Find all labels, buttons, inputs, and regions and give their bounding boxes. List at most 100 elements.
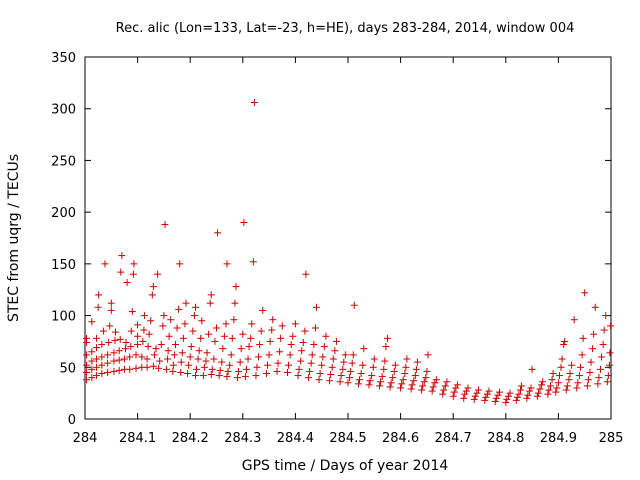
data-point xyxy=(558,355,566,363)
data-point xyxy=(590,330,598,338)
data-point xyxy=(88,357,96,365)
data-point xyxy=(266,337,274,345)
x-tick-label: 285 xyxy=(599,431,624,446)
data-point xyxy=(140,326,148,334)
data-point xyxy=(461,390,469,398)
data-point xyxy=(134,341,142,349)
data-point xyxy=(391,361,399,369)
data-point xyxy=(440,386,448,394)
data-point xyxy=(413,358,421,366)
data-point xyxy=(346,374,354,382)
data-point xyxy=(122,338,130,346)
data-point xyxy=(88,365,96,373)
data-point xyxy=(177,368,185,376)
data-point xyxy=(316,369,324,377)
data-point xyxy=(312,303,320,311)
data-point xyxy=(197,334,205,342)
data-point xyxy=(98,341,106,349)
chart-title: Rec. alic (Lon=133, Lat=-23, h=HE), days… xyxy=(116,21,575,36)
y-axis-label: STEC from uqrg / TECUs xyxy=(6,154,22,322)
data-point xyxy=(219,345,227,353)
data-point xyxy=(552,388,560,396)
data-point xyxy=(190,312,198,320)
data-point xyxy=(503,395,511,403)
data-point xyxy=(332,337,340,345)
data-point xyxy=(378,373,386,381)
data-point xyxy=(462,387,470,395)
data-point xyxy=(234,374,242,382)
data-point xyxy=(327,371,335,379)
data-point xyxy=(256,341,264,349)
data-point xyxy=(98,353,106,361)
data-point xyxy=(562,386,570,394)
data-point xyxy=(443,378,451,386)
data-point xyxy=(187,343,195,351)
data-point xyxy=(134,321,142,329)
x-tick-label: 284.8 xyxy=(487,431,524,446)
data-point xyxy=(101,260,109,268)
data-point xyxy=(360,345,368,353)
y-tick-label: 0 xyxy=(68,413,76,428)
data-point xyxy=(387,379,395,387)
data-point xyxy=(523,394,531,402)
x-tick-label: 284.4 xyxy=(277,431,314,446)
data-point xyxy=(156,357,164,365)
data-point xyxy=(127,343,135,351)
data-point xyxy=(176,260,184,268)
data-point xyxy=(291,320,299,328)
data-point xyxy=(301,327,309,335)
data-point xyxy=(513,393,521,401)
data-point xyxy=(191,372,199,380)
data-point xyxy=(528,365,536,373)
data-point xyxy=(411,372,419,380)
data-point xyxy=(402,363,410,371)
data-point xyxy=(431,379,439,387)
y-tick-label: 150 xyxy=(51,258,76,273)
data-point xyxy=(295,365,303,373)
data-point xyxy=(269,316,277,324)
data-point xyxy=(200,363,208,371)
data-point xyxy=(237,345,245,353)
data-point xyxy=(576,363,584,371)
x-tick-label: 284.3 xyxy=(224,431,261,446)
data-point xyxy=(336,378,344,386)
data-point xyxy=(117,268,125,276)
data-point xyxy=(138,353,146,361)
data-point xyxy=(347,367,355,375)
data-point xyxy=(578,351,586,359)
data-point xyxy=(107,299,115,307)
data-point xyxy=(249,258,257,266)
data-point xyxy=(88,318,96,326)
y-tick-label: 50 xyxy=(59,361,76,376)
data-point xyxy=(390,367,398,375)
data-point xyxy=(439,390,447,398)
data-point xyxy=(83,376,91,384)
data-point xyxy=(236,358,244,366)
data-point xyxy=(171,341,179,349)
data-point xyxy=(506,389,514,397)
data-point xyxy=(259,306,267,314)
data-point xyxy=(145,330,153,338)
data-point xyxy=(104,351,112,359)
data-point xyxy=(284,368,292,376)
data-point xyxy=(344,379,352,387)
data-point xyxy=(495,388,503,396)
data-point xyxy=(245,343,253,351)
y-axis: 0 50 100 150 200 250 300 350 xyxy=(51,51,611,428)
data-point xyxy=(357,369,365,377)
data-point xyxy=(132,351,140,359)
data-point xyxy=(481,396,489,404)
data-point xyxy=(306,367,314,375)
data-point xyxy=(525,387,533,395)
data-point xyxy=(88,348,96,356)
data-point xyxy=(181,320,189,328)
data-point xyxy=(264,361,272,369)
data-point xyxy=(382,343,390,351)
data-point xyxy=(112,328,120,336)
data-point xyxy=(277,334,285,342)
data-point xyxy=(441,382,449,390)
data-point xyxy=(561,337,569,345)
data-point xyxy=(449,392,457,400)
data-point xyxy=(155,364,163,372)
